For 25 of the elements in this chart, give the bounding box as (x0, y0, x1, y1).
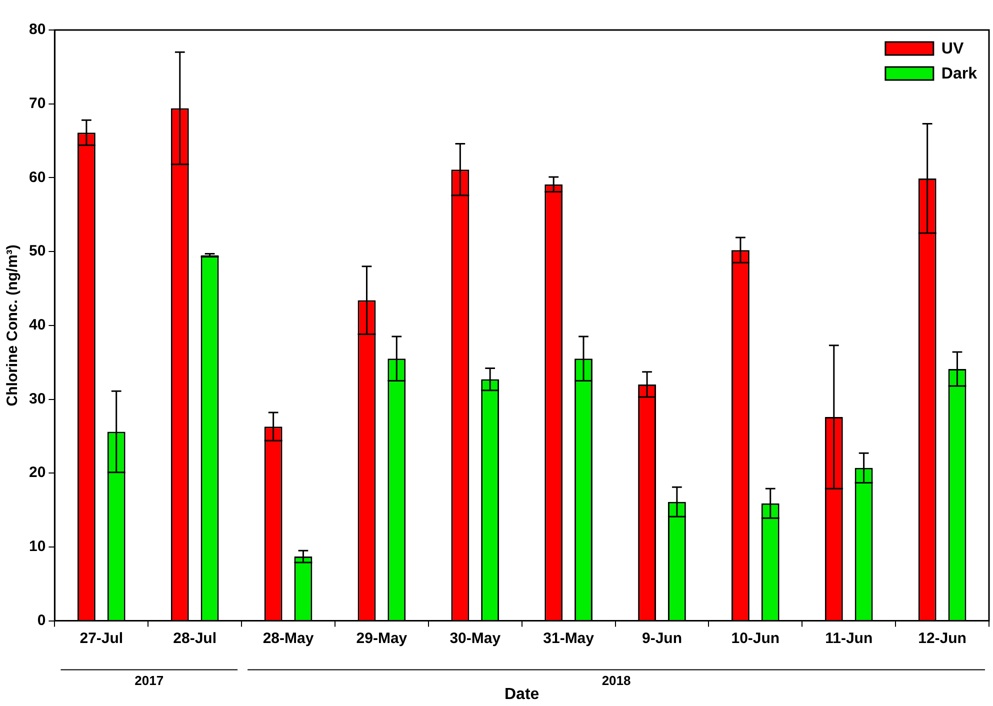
x-tick-label: 28-Jul (173, 630, 217, 647)
y-tick-label: 40 (28, 316, 46, 334)
x-tick-label: 10-Jun (731, 630, 780, 647)
legend-label: Dark (941, 65, 978, 82)
text: 2017 (134, 672, 164, 688)
x-tick-label: 28-May (262, 630, 314, 647)
y-tick-label: 0 (37, 612, 46, 629)
x-tick-label: 12-Jun (918, 630, 966, 647)
y-tick-label: 50 (28, 242, 46, 260)
y-tick-label: 10 (28, 538, 46, 556)
y-tick-label: 80 (28, 21, 46, 38)
x-axis-title: Date (504, 686, 540, 703)
y-axis-title: Chlorine Conc. (ng/m³) (4, 244, 22, 406)
x-tick-label: 31-May (543, 630, 595, 647)
x-tick-label: 11-Jun (825, 630, 873, 647)
text: 2018 (602, 672, 631, 688)
x-tick-label: 27-Jul (80, 630, 124, 647)
x-tick-label: 30-May (450, 630, 502, 647)
y-tick-label: 60 (28, 168, 46, 186)
y-tick-label: 70 (28, 94, 46, 112)
legend-label: UV (941, 40, 964, 58)
y-tick-label: 20 (28, 464, 46, 482)
x-tick-label: 9-Jun (642, 630, 682, 647)
x-tick-label: 29-May (356, 630, 408, 647)
y-tick-label: 30 (28, 390, 46, 408)
